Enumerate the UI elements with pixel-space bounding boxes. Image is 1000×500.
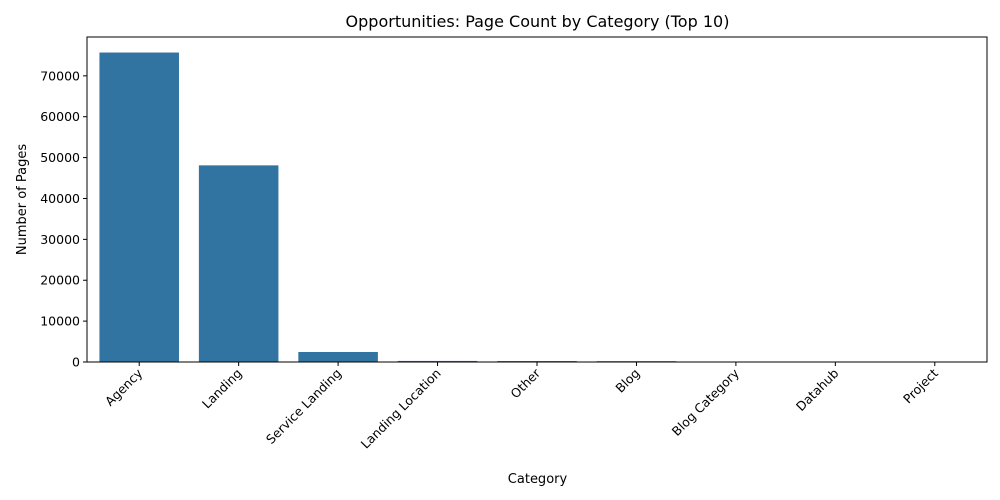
y-tick-label: 40000 [40, 191, 80, 206]
y-axis-label: Number of Pages [15, 144, 30, 255]
y-tick-label: 50000 [40, 150, 80, 165]
x-tick-label: Blog Category [669, 365, 743, 439]
bars-group [99, 52, 975, 362]
y-tick-label: 0 [72, 355, 80, 370]
bar-landing [198, 165, 279, 362]
y-tick-label: 30000 [40, 232, 80, 247]
x-tick-label: Landing Location [358, 366, 444, 452]
chart-title: Opportunities: Page Count by Category (T… [346, 12, 730, 31]
x-axis: Agency Landing Service Landing Landing Loca… [102, 362, 941, 452]
y-tick-label: 70000 [40, 68, 80, 83]
x-tick-label: Blog [612, 366, 642, 396]
x-tick-label: Service Landing [263, 366, 344, 447]
x-tick-label: Agency [102, 365, 146, 409]
y-tick-label: 10000 [40, 314, 80, 329]
bar-landing-location [397, 360, 478, 362]
x-tick-label: Landing [199, 366, 245, 412]
y-axis: 0 10000 20000 30000 40000 50000 60000 70000 [40, 68, 87, 370]
bar-service-landing [298, 351, 378, 362]
x-axis-label: Category [508, 472, 568, 487]
x-tick-label: Other [507, 365, 543, 401]
y-tick-label: 60000 [40, 109, 80, 124]
x-tick-label: Datahub [793, 365, 842, 414]
bar-agency [99, 52, 179, 362]
y-tick-label: 20000 [40, 273, 80, 288]
x-tick-label: Project [900, 365, 941, 406]
